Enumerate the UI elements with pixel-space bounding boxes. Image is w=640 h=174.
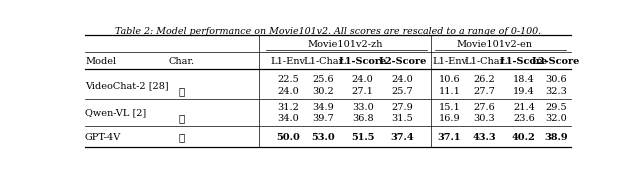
Text: 24.0: 24.0	[278, 87, 299, 96]
Text: 40.2: 40.2	[512, 133, 536, 142]
Text: 32.0: 32.0	[545, 114, 567, 123]
Text: ✓: ✓	[179, 114, 185, 123]
Text: 23.6: 23.6	[513, 114, 535, 123]
Text: L1-Char: L1-Char	[303, 57, 343, 66]
Text: Table 2: Model performance on Movie101v2. All scores are rescaled to a range of : Table 2: Model performance on Movie101v2…	[115, 27, 541, 36]
Text: 50.0: 50.0	[276, 133, 300, 142]
Text: 26.2: 26.2	[474, 75, 495, 84]
Text: 27.1: 27.1	[352, 87, 374, 96]
Text: 30.3: 30.3	[474, 114, 495, 123]
Text: ✓: ✓	[179, 133, 185, 142]
Text: L1-Char: L1-Char	[464, 57, 504, 66]
Text: L1-Score: L1-Score	[339, 57, 387, 66]
Text: 21.4: 21.4	[513, 103, 535, 112]
Text: 32.3: 32.3	[545, 87, 567, 96]
Text: L1-Env: L1-Env	[271, 57, 306, 66]
Text: Char.: Char.	[168, 57, 195, 66]
Text: Movie101v2-en: Movie101v2-en	[456, 40, 532, 49]
Text: 43.3: 43.3	[472, 133, 496, 142]
Text: 33.0: 33.0	[352, 103, 374, 112]
Text: 51.5: 51.5	[351, 133, 374, 142]
Text: 31.5: 31.5	[392, 114, 413, 123]
Text: Movie101v2-zh: Movie101v2-zh	[308, 40, 383, 49]
Text: 29.5: 29.5	[545, 103, 567, 112]
Text: 37.4: 37.4	[390, 133, 414, 142]
Text: GPT-4V: GPT-4V	[85, 133, 121, 142]
Text: 24.0: 24.0	[352, 75, 374, 84]
Text: ✓: ✓	[179, 87, 185, 96]
Text: 34.9: 34.9	[312, 103, 334, 112]
Text: VideoChat-2 [28]: VideoChat-2 [28]	[85, 81, 168, 90]
Text: 18.4: 18.4	[513, 75, 535, 84]
Text: 11.1: 11.1	[438, 87, 460, 96]
Text: 27.7: 27.7	[474, 87, 495, 96]
Text: L1-Env: L1-Env	[432, 57, 467, 66]
Text: 25.6: 25.6	[312, 75, 334, 84]
Text: 10.6: 10.6	[438, 75, 460, 84]
Text: 37.1: 37.1	[438, 133, 461, 142]
Text: 38.9: 38.9	[545, 133, 568, 142]
Text: L2-Score: L2-Score	[378, 57, 427, 66]
Text: 25.7: 25.7	[392, 87, 413, 96]
Text: 24.0: 24.0	[392, 75, 413, 84]
Text: L2-Score: L2-Score	[532, 57, 580, 66]
Text: 19.4: 19.4	[513, 87, 535, 96]
Text: 22.5: 22.5	[278, 75, 299, 84]
Text: 53.0: 53.0	[311, 133, 335, 142]
Text: Model: Model	[85, 57, 116, 66]
Text: 27.6: 27.6	[474, 103, 495, 112]
Text: 30.2: 30.2	[312, 87, 334, 96]
Text: 36.8: 36.8	[352, 114, 374, 123]
Text: 15.1: 15.1	[438, 103, 460, 112]
Text: 34.0: 34.0	[278, 114, 299, 123]
Text: 16.9: 16.9	[438, 114, 460, 123]
Text: 27.9: 27.9	[392, 103, 413, 112]
Text: 31.2: 31.2	[277, 103, 300, 112]
Text: L1-Score: L1-Score	[500, 57, 548, 66]
Text: 39.7: 39.7	[312, 114, 334, 123]
Text: 30.6: 30.6	[545, 75, 567, 84]
Text: Qwen-VL [2]: Qwen-VL [2]	[85, 109, 146, 117]
